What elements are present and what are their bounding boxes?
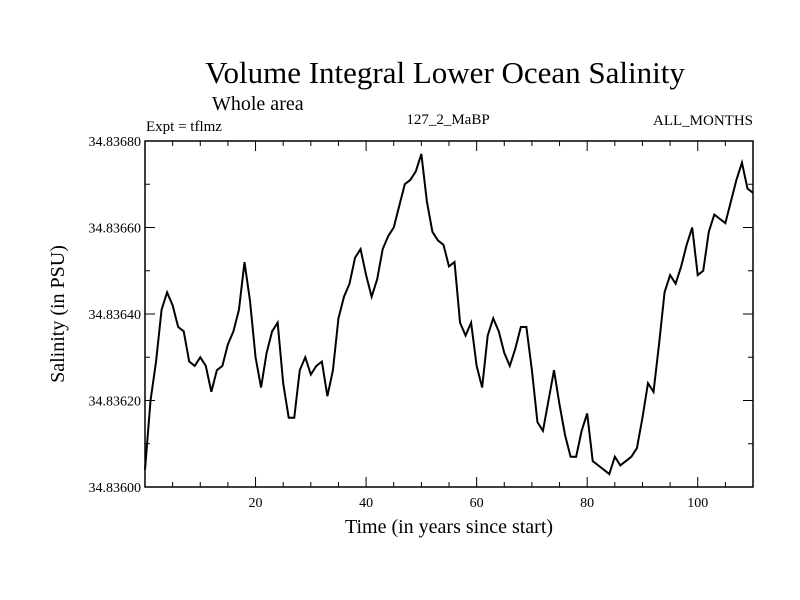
y-axis-label: Salinity (in PSU) bbox=[47, 245, 69, 383]
x-tick-label: 60 bbox=[470, 496, 484, 511]
y-tick-label: 34.83680 bbox=[89, 135, 142, 150]
chart-subtitle: Whole area bbox=[212, 93, 304, 115]
y-tick-label: 34.83600 bbox=[89, 481, 142, 496]
x-tick-label: 20 bbox=[249, 496, 263, 511]
y-axis-ticks: 34.83600 34.83620 34.83640 34.83660 34.83680 bbox=[89, 135, 753, 496]
x-tick-label: 40 bbox=[359, 496, 373, 511]
plot-frame bbox=[144, 140, 754, 488]
x-axis-ticks: 20 40 60 80 100 bbox=[172, 141, 754, 511]
salinity-series-line bbox=[144, 153, 754, 476]
period-label: ALL_MONTHS bbox=[653, 113, 753, 129]
chart-title: Volume Integral Lower Ocean Salinity bbox=[205, 55, 685, 90]
x-axis-label: Time (in years since start) bbox=[345, 516, 553, 538]
y-tick-label: 34.83660 bbox=[89, 222, 142, 237]
expt-label: Expt = tflmz bbox=[146, 119, 222, 135]
x-tick-label: 100 bbox=[687, 496, 708, 511]
y-tick-label: 34.83620 bbox=[89, 395, 142, 410]
y-tick-label: 34.83640 bbox=[89, 308, 142, 323]
x-tick-label: 80 bbox=[580, 496, 594, 511]
run-label: 127_2_MaBP bbox=[406, 112, 489, 128]
